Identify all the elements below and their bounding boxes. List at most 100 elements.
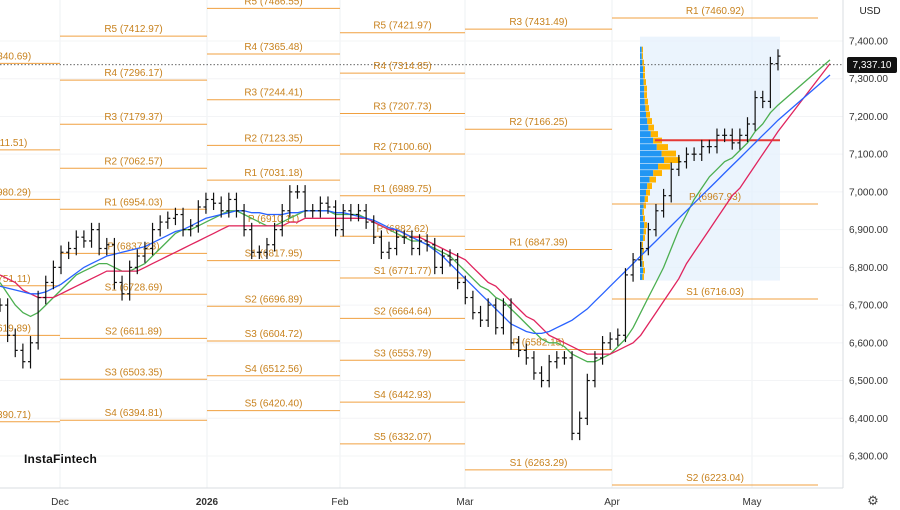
- pivot-label-s5: S5 (6420.40): [245, 399, 303, 410]
- pivot-label-s1: S1 (6980.29): [0, 187, 31, 198]
- ohlc-bar: [569, 351, 575, 441]
- pivot-label-p: P (6837.23): [107, 241, 159, 252]
- volume-bar-up: [640, 46, 642, 53]
- ohlc-bar: [767, 56, 773, 109]
- ohlc-bar: [340, 203, 346, 237]
- ohlc-bar: [508, 298, 514, 350]
- volume-bar-down: [641, 241, 643, 248]
- pivot-label-p: P (6882.62): [376, 224, 428, 235]
- ohlc-bar: [424, 234, 430, 252]
- ohlc-bar: [272, 222, 278, 252]
- brand-watermark: InstaFintech: [24, 452, 98, 466]
- ohlc-bar: [607, 332, 613, 350]
- ohlc-bar: [256, 245, 262, 260]
- pivot-label-r2: R2 (7166.25): [509, 117, 567, 128]
- ohlc-bar: [310, 203, 316, 218]
- ohlc-bar: [409, 230, 415, 256]
- y-tick-label: 6,700.00: [849, 301, 888, 312]
- ohlc-bar: [294, 185, 300, 199]
- ohlc-bar: [35, 290, 41, 350]
- x-tick-label: Mar: [456, 497, 474, 508]
- pivot-label-r2: R2 (7062.57): [104, 156, 162, 167]
- volume-bar-down: [646, 111, 650, 118]
- pivot-label-s2: S2 (6611.89): [105, 326, 162, 337]
- ohlc-bar: [455, 253, 461, 290]
- ohlc-bar: [81, 230, 87, 248]
- ohlc-bar: [615, 328, 621, 346]
- ohlc-bar: [546, 354, 552, 388]
- volume-bar-down: [643, 66, 645, 73]
- pivot-label-s1: S1 (6771.77): [374, 266, 432, 277]
- ohlc-bar: [645, 222, 651, 256]
- ohlc-bar: [470, 290, 476, 320]
- pivot-label-s3: S3 (6503.35): [105, 367, 163, 378]
- ohlc-bar: [760, 90, 766, 109]
- pivot-label-s4: S4 (6394.81): [105, 408, 163, 419]
- ohlc-bar: [355, 203, 361, 222]
- ohlc-bar: [622, 268, 628, 343]
- pivot-label-r1: R1 (6847.39): [509, 237, 567, 248]
- ohlc-bar: [394, 230, 400, 256]
- pivot-label-r2: R2 (7123.35): [244, 133, 302, 144]
- volume-bar-down: [642, 248, 644, 254]
- ohlc-bar: [264, 237, 270, 260]
- ohlc-bar: [523, 343, 529, 365]
- ohlc-bar: [417, 234, 423, 256]
- volume-bar-down: [642, 261, 644, 267]
- ohlc-bar: [180, 207, 186, 237]
- ohlc-bar: [218, 196, 224, 218]
- pivot-label-r1: R1 (7460.92): [686, 6, 744, 17]
- pivot-label-s5: S5 (6332.07): [374, 432, 432, 443]
- pivot-label-p: P (6967.93): [689, 192, 741, 203]
- ohlc-bar: [401, 230, 407, 244]
- ohlc-bar: [630, 253, 636, 282]
- currency-selector[interactable]: USD: [859, 5, 881, 17]
- pivot-label-r5: R5 (7421.97): [373, 21, 431, 32]
- volume-bar-up: [640, 176, 650, 183]
- y-tick-label: 6,400.00: [849, 414, 888, 425]
- ohlc-bar: [653, 203, 659, 237]
- x-tick-label: Dec: [51, 497, 69, 508]
- volume-bar-down: [643, 72, 645, 79]
- volume-bar-up: [640, 92, 645, 99]
- ohlc-bar: [737, 128, 743, 150]
- pivot-label-s4: S4 (6512.56): [245, 364, 303, 375]
- ohlc-bar: [683, 147, 689, 169]
- volume-bar-down: [642, 59, 644, 66]
- pivot-label-r3: R3 (7431.49): [509, 17, 567, 28]
- pivot-label-r1: R1 (6954.03): [104, 197, 162, 208]
- gear-icon[interactable]: ⚙: [867, 493, 879, 508]
- ohlc-bar: [493, 298, 499, 335]
- ohlc-bar: [73, 230, 79, 256]
- pivot-label-r4: R4 (7296.17): [104, 68, 162, 79]
- volume-bar-up: [640, 131, 651, 138]
- ohlc-bar: [226, 192, 232, 218]
- ohlc-bar: [592, 351, 598, 388]
- ohlc-bar: [485, 298, 491, 327]
- volume-bar-up: [640, 235, 643, 241]
- pivot-label-s3: S3 (6604.72): [245, 329, 303, 340]
- pivot-label-r2: R2 (7100.60): [373, 142, 431, 153]
- volume-bar-down: [648, 124, 654, 131]
- volume-bar-down: [643, 235, 645, 241]
- volume-bar-up: [640, 85, 645, 92]
- y-tick-label: 6,900.00: [849, 225, 888, 236]
- ohlc-bar: [722, 128, 728, 143]
- ohlc-bar: [104, 237, 110, 256]
- ohlc-bar: [539, 366, 545, 388]
- volume-bar-up: [640, 98, 645, 105]
- ohlc-bar: [89, 222, 95, 248]
- ohlc-bar: [561, 351, 567, 365]
- volume-bar-up: [640, 228, 644, 235]
- volume-bar-down: [644, 196, 648, 202]
- pivot-label-r1: R1 (6989.75): [373, 184, 431, 195]
- ohlc-bar: [577, 411, 583, 441]
- volume-bar-down: [641, 46, 643, 53]
- ohlc-bar: [584, 373, 590, 426]
- x-tick-label: Feb: [331, 497, 349, 508]
- ohlc-bar: [96, 222, 102, 256]
- volume-bar-down: [661, 150, 676, 157]
- ohlc-bar: [127, 260, 133, 301]
